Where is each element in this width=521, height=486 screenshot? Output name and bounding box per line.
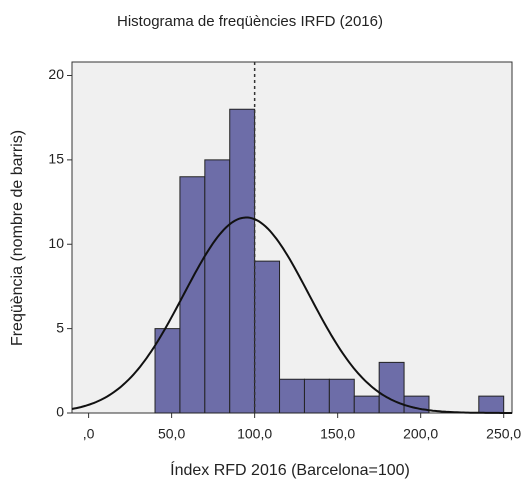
x-tick-label: 200,0 — [403, 426, 438, 442]
bar — [154, 328, 181, 414]
bar — [378, 361, 405, 414]
bar — [353, 395, 380, 414]
bar — [254, 260, 281, 414]
y-tick-label: 0 — [56, 404, 64, 420]
x-tick-label: 50,0 — [158, 426, 185, 442]
y-tick-label: 10 — [48, 235, 64, 251]
chart-title: Histograma de freqüències IRFD (2016) — [117, 13, 383, 30]
bar — [478, 395, 505, 414]
normal-curve — [71, 216, 512, 414]
x-tick-label: 150,0 — [320, 426, 355, 442]
x-axis-title: Índex RFD 2016 (Barcelona=100) — [170, 460, 410, 479]
x-tick-label: ,0 — [83, 426, 95, 442]
y-axis-title: Freqüència (nombre de barris) — [9, 130, 26, 346]
bar — [204, 159, 231, 414]
bar — [303, 378, 330, 414]
x-tick-label: 100,0 — [237, 426, 272, 442]
y-tick-label: 20 — [48, 66, 64, 82]
bar — [229, 108, 256, 414]
bar — [279, 378, 305, 414]
plot-area — [71, 61, 513, 414]
y-tick-label: 5 — [56, 319, 64, 335]
y-tick-label: 15 — [48, 151, 64, 167]
bar — [328, 378, 355, 414]
x-tick-label: 250,0 — [486, 426, 521, 442]
